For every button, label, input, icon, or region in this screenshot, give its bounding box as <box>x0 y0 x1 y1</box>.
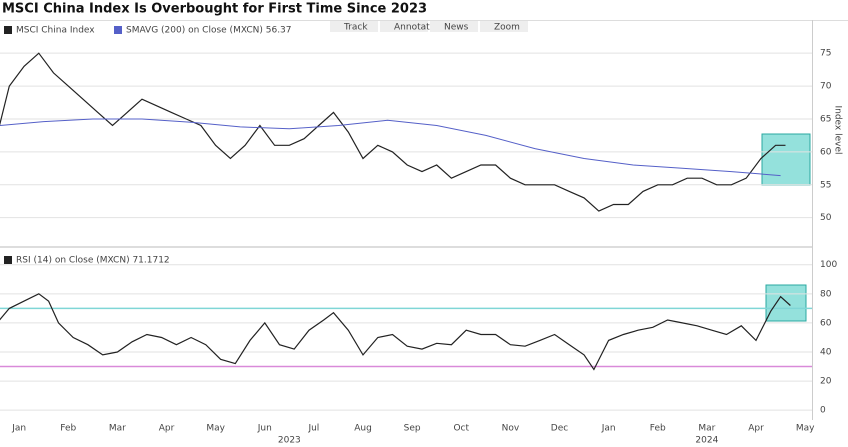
x-tick-label: Feb <box>60 424 76 434</box>
toolbar-button[interactable] <box>330 21 378 32</box>
legend-swatch <box>4 256 12 264</box>
legend-swatch <box>114 26 122 34</box>
year-label: 2023 <box>278 436 301 446</box>
x-tick-label: Aug <box>354 424 372 434</box>
x-tick-label: Jan <box>11 424 26 434</box>
x-tick-label: Mar <box>109 424 126 434</box>
y-tick-label: 20 <box>820 377 832 387</box>
y-tick-label: 0 <box>820 406 826 416</box>
legend-swatch <box>4 26 12 34</box>
toolbar-label[interactable]: News <box>444 23 469 33</box>
x-tick-label: Apr <box>159 424 175 434</box>
y-tick-label: 60 <box>820 318 832 328</box>
toolbar-label[interactable]: Track <box>343 23 368 33</box>
y-tick-label: 55 <box>820 180 831 190</box>
toolbar-label[interactable]: Annotate <box>394 23 436 33</box>
toolbar-button[interactable] <box>430 21 478 32</box>
y-axis-label: Index level <box>833 105 843 154</box>
axis-line <box>812 20 813 420</box>
y-tick-label: 40 <box>820 348 832 358</box>
y-tick-label: 100 <box>820 260 837 270</box>
separator <box>0 20 848 21</box>
y-tick-label: 75 <box>820 49 831 59</box>
toolbar-button[interactable] <box>380 21 428 32</box>
y-tick-label: 60 <box>820 147 832 157</box>
legend-label: SMAVG (200) on Close (MXCN) 56.37 <box>126 26 292 36</box>
x-tick-label: Jul <box>307 424 319 434</box>
x-tick-label: Jan <box>601 424 616 434</box>
chart-title: MSCI China Index Is Overbought for First… <box>2 2 427 17</box>
series-line <box>0 293 791 371</box>
x-tick-label: May <box>206 424 225 434</box>
x-tick-label: Feb <box>650 424 666 434</box>
x-tick-label: Dec <box>551 424 568 434</box>
series-line <box>0 118 781 177</box>
x-tick-label: Nov <box>502 424 520 434</box>
x-tick-label: Mar <box>698 424 715 434</box>
toolbar-label[interactable]: Zoom <box>494 23 520 33</box>
panel-separator <box>0 246 812 248</box>
legend-label: MSCI China Index <box>16 26 95 36</box>
year-label: 2024 <box>695 436 718 446</box>
x-tick-label: Jun <box>257 424 272 434</box>
highlight-box <box>765 284 807 322</box>
x-tick-label: Sep <box>404 424 421 434</box>
legend-label: RSI (14) on Close (MXCN) 71.1712 <box>16 256 170 266</box>
y-tick-label: 70 <box>820 82 832 92</box>
series-line <box>0 52 786 212</box>
toolbar-button[interactable] <box>480 21 528 32</box>
highlight-box <box>761 133 811 186</box>
x-tick-label: Apr <box>748 424 764 434</box>
y-tick-label: 50 <box>820 213 832 223</box>
x-tick-label: Oct <box>453 424 469 434</box>
x-tick-label: May <box>796 424 815 434</box>
y-tick-label: 65 <box>820 114 831 124</box>
y-tick-label: 80 <box>820 289 832 299</box>
